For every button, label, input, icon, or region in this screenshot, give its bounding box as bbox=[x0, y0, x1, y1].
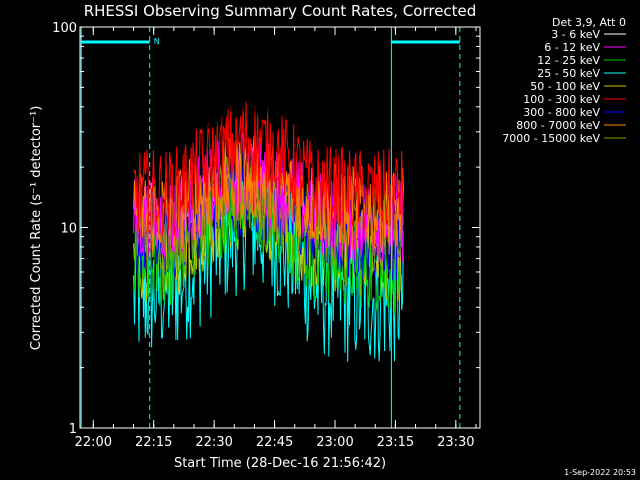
series-line-0 bbox=[133, 92, 404, 146]
legend-label-8: 7000 - 15000 keV bbox=[502, 132, 600, 145]
legend-label-5: 100 - 300 keV bbox=[523, 93, 600, 106]
legend-label-3: 25 - 50 keV bbox=[537, 67, 600, 80]
y-axis-label: Corrected Count Rate (s⁻¹ detector⁻¹) bbox=[29, 106, 44, 351]
x-tick-label-0: 22:00 bbox=[75, 435, 112, 450]
legend-label-7: 800 - 7000 keV bbox=[516, 119, 600, 132]
x-tick-label-2: 22:30 bbox=[195, 435, 232, 450]
footer-timestamp: 1-Sep-2022 20:53 bbox=[564, 468, 636, 477]
legend-label-4: 50 - 100 keV bbox=[530, 80, 600, 93]
y-tick-label-0: 1 bbox=[69, 422, 77, 437]
x-axis-label: Start Time (28-Dec-16 21:56:42) bbox=[174, 456, 386, 471]
x-tick-label-3: 22:45 bbox=[256, 435, 293, 450]
legend-label-6: 300 - 800 keV bbox=[523, 106, 600, 119]
y-tick-label-2: 100 bbox=[52, 21, 77, 36]
axes-layer: 1 10 100 22:00 22:15 22:30 22:45 23:00 23:15 23:3… bbox=[52, 21, 481, 450]
x-tick-label-6: 23:30 bbox=[437, 435, 474, 450]
x-tick-label-1: 22:15 bbox=[135, 435, 172, 450]
x-tick-label-4: 23:00 bbox=[316, 435, 353, 450]
x-tick-label-5: 23:15 bbox=[377, 435, 414, 450]
chart-title: RHESSI Observing Summary Count Rates, Co… bbox=[84, 2, 477, 20]
legend-label-1: 6 - 12 keV bbox=[544, 41, 600, 54]
y-tick-label-1: 10 bbox=[60, 222, 77, 237]
night-bar-label-0: N bbox=[154, 37, 160, 46]
legend-label-2: 12 - 25 keV bbox=[537, 54, 600, 67]
series-layer bbox=[133, 92, 404, 362]
legend-label-0: 3 - 6 keV bbox=[551, 28, 600, 41]
series-line-5 bbox=[133, 102, 404, 237]
legend-title: Det 3,9, Att 0 bbox=[552, 16, 626, 29]
